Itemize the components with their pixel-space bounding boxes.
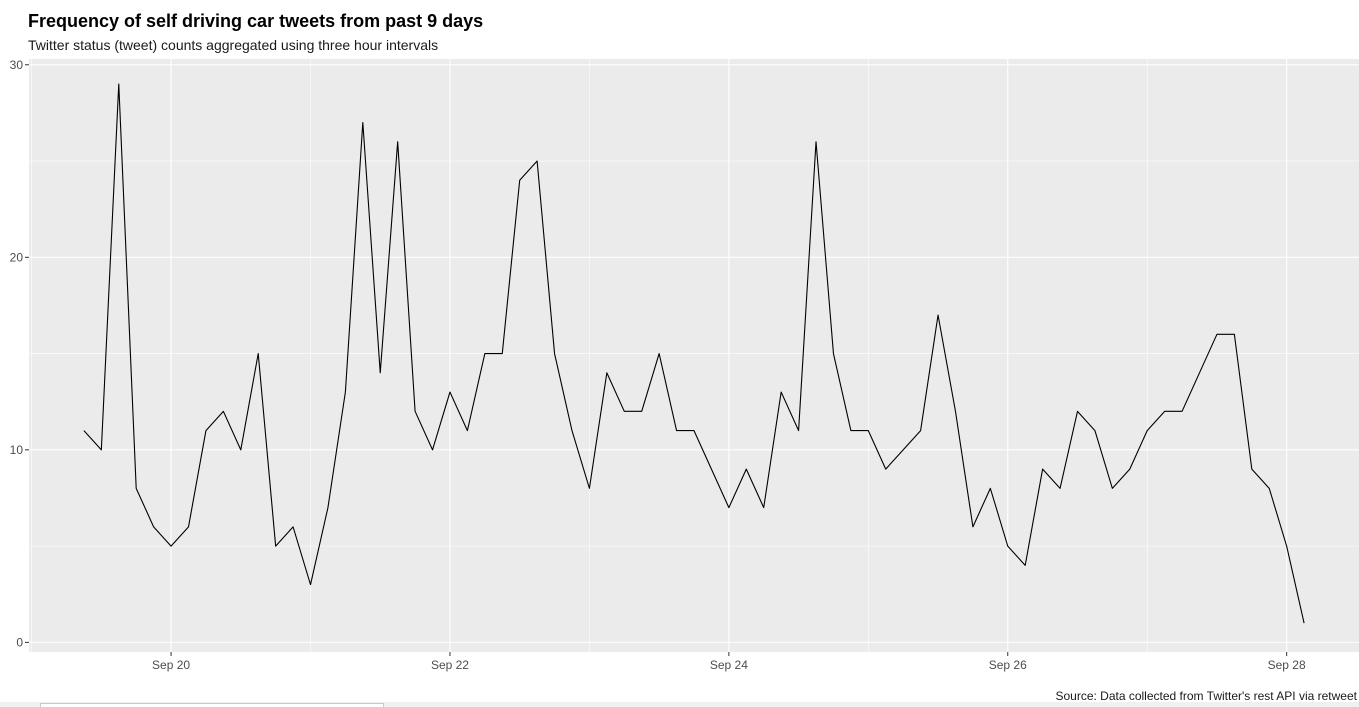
x-tick-label: Sep 24 — [710, 658, 748, 672]
x-tick-label: Sep 20 — [152, 658, 190, 672]
series-line — [83, 83, 1305, 624]
x-tick-label: Sep 28 — [1268, 658, 1306, 672]
x-tick-label: Sep 26 — [989, 658, 1027, 672]
x-axis: Sep 20 Sep 22 Sep 24 Sep 26 Sep 28 — [152, 652, 1306, 672]
major-gridlines — [29, 59, 1359, 652]
plot-panel — [29, 59, 1359, 652]
y-tick-label: 20 — [10, 250, 24, 264]
minor-gridlines — [29, 59, 1359, 652]
chart-title: Frequency of self driving car tweets fro… — [28, 11, 484, 31]
bottom-scroll-strip — [0, 702, 1359, 707]
chart-caption: Source: Data collected from Twitter's re… — [1055, 689, 1357, 703]
bottom-tab-edge[interactable] — [40, 703, 384, 707]
y-axis: 0 10 20 30 — [10, 58, 29, 649]
y-tick-label: 10 — [10, 443, 24, 457]
y-tick-label: 30 — [10, 58, 24, 72]
x-tick-label: Sep 22 — [431, 658, 469, 672]
chart-subtitle: Twitter status (tweet) counts aggregated… — [28, 37, 439, 53]
y-tick-label: 0 — [16, 635, 23, 649]
